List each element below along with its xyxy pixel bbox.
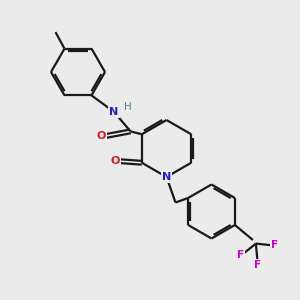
Text: F: F <box>271 240 278 250</box>
Text: N: N <box>162 172 171 182</box>
Text: O: O <box>111 156 120 166</box>
Text: F: F <box>237 250 244 260</box>
Text: H: H <box>124 102 131 112</box>
Text: F: F <box>254 260 261 270</box>
Text: O: O <box>96 131 106 141</box>
Text: N: N <box>110 107 118 117</box>
